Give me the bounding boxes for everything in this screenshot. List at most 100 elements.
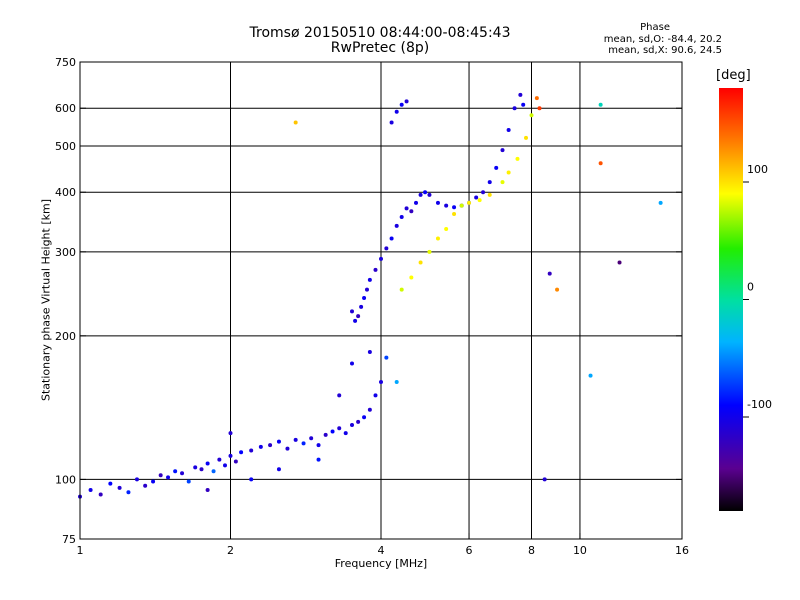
data-point — [367, 407, 372, 412]
data-point — [134, 477, 139, 482]
data-point — [356, 314, 361, 319]
y-tick-label: 100 — [55, 473, 76, 486]
data-point — [423, 190, 428, 195]
data-point — [143, 483, 148, 488]
data-point — [228, 453, 233, 458]
data-point — [301, 441, 306, 446]
data-point — [512, 106, 517, 111]
data-point — [474, 195, 479, 200]
data-point — [389, 120, 394, 125]
data-point — [384, 355, 389, 360]
data-point — [117, 485, 122, 490]
data-point — [364, 287, 369, 292]
phase-stats-x-line: mean, sd,X: 90.6, 24.5 — [608, 45, 722, 56]
colorbar-tick-label: -100 — [747, 398, 772, 411]
data-point — [409, 275, 414, 280]
data-point — [547, 271, 552, 276]
data-point — [452, 212, 457, 217]
data-point — [223, 463, 228, 468]
data-point — [316, 443, 321, 448]
y-axis-label: Stationary phase Virtual Height [km] — [39, 198, 53, 402]
data-point — [506, 170, 511, 175]
data-point — [316, 457, 321, 462]
data-point — [268, 443, 273, 448]
phase-stats-o-line: mean, sd,O: -84.4, 20.2 — [603, 34, 722, 45]
data-point — [239, 450, 244, 455]
data-point — [180, 471, 185, 476]
x-axis-label: Frequency [MHz] — [334, 557, 428, 570]
data-point — [487, 180, 492, 185]
data-point — [409, 209, 414, 214]
data-point — [617, 260, 622, 265]
data-point — [427, 192, 432, 197]
x-tick-label: 8 — [528, 544, 535, 557]
data-point — [477, 198, 482, 203]
data-point — [158, 473, 163, 478]
y-tick-label: 75 — [62, 533, 76, 546]
data-point — [518, 92, 523, 97]
grid-lines — [80, 62, 682, 539]
data-point — [337, 426, 342, 431]
data-point — [452, 205, 457, 210]
data-point — [534, 96, 539, 101]
data-point — [500, 180, 505, 185]
data-point — [515, 156, 520, 161]
y-axis-ticks: 750 600 500 400 300 200 100 75 — [55, 56, 682, 546]
data-point — [494, 165, 499, 170]
data-point — [343, 431, 348, 436]
data-point — [373, 393, 378, 398]
data-point — [373, 267, 378, 272]
data-points — [78, 92, 663, 499]
data-point — [356, 419, 361, 424]
y-tick-label: 400 — [55, 186, 76, 199]
data-point — [350, 361, 355, 366]
data-point — [394, 380, 399, 385]
data-point — [389, 236, 394, 241]
data-point — [427, 249, 432, 254]
colorbar-tick-label: 100 — [747, 163, 768, 176]
data-point — [193, 465, 198, 470]
data-point — [362, 296, 367, 301]
data-point — [205, 488, 210, 493]
data-point — [487, 192, 492, 197]
chart-subtitle: RwPretec (8p) — [330, 40, 430, 56]
data-point — [367, 349, 372, 354]
data-point — [126, 490, 131, 495]
data-point — [88, 488, 93, 493]
data-point — [384, 246, 389, 251]
data-point — [399, 214, 404, 219]
data-point — [293, 437, 298, 442]
x-axis-ticks: 1 2 4 6 8 10 16 — [77, 533, 689, 557]
data-point — [418, 260, 423, 265]
x-tick-label: 2 — [227, 544, 234, 557]
data-point — [337, 393, 342, 398]
data-point — [379, 256, 383, 261]
data-point — [467, 200, 472, 205]
data-point — [500, 148, 505, 153]
data-point — [249, 448, 254, 453]
data-point — [205, 461, 210, 466]
data-point — [658, 200, 663, 205]
colorbar-unit-label: [deg] — [716, 68, 751, 83]
data-point — [233, 459, 238, 464]
data-point — [506, 128, 511, 133]
y-tick-label: 600 — [55, 102, 76, 115]
data-point — [108, 481, 113, 486]
data-point — [217, 457, 222, 462]
data-point — [435, 200, 440, 205]
data-point — [444, 226, 449, 231]
data-point — [293, 120, 298, 125]
data-point — [98, 492, 103, 497]
data-point — [323, 432, 328, 437]
data-point — [362, 415, 367, 420]
colorbar-ticks: 100 0 -100 — [743, 163, 772, 418]
data-point — [350, 309, 355, 314]
data-point — [367, 277, 372, 282]
y-tick-label: 300 — [55, 246, 76, 259]
data-point — [379, 380, 383, 385]
data-point — [353, 318, 358, 323]
data-point — [258, 444, 263, 449]
data-point — [211, 469, 216, 474]
data-point — [524, 135, 529, 140]
